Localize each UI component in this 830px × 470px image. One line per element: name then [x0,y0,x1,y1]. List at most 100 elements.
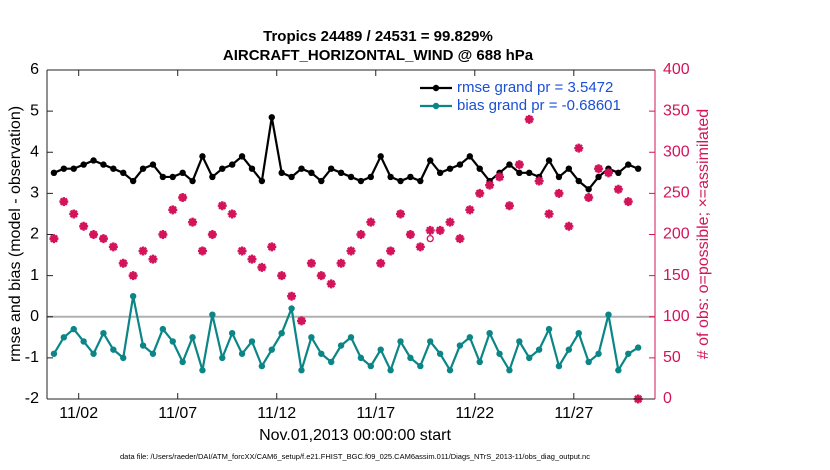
y-tick-label: -1 [25,349,39,366]
point-marker [110,165,117,172]
asterisk-marker [475,188,485,198]
asterisk-marker [217,201,227,211]
asterisk-marker [524,114,534,124]
point-marker [288,173,295,181]
x-tick-label: 11/22 [455,405,494,422]
point-marker [258,362,266,370]
point-marker [278,169,285,177]
point-marker [70,325,77,333]
point-marker [189,177,196,185]
point-marker [80,338,87,345]
point-marker [100,161,107,168]
point-marker [417,177,424,185]
asterisk-marker [237,246,247,256]
point-marker [397,177,404,185]
point-marker [555,173,563,181]
point-marker [456,161,464,168]
asterisk-marker [346,246,356,256]
point-marker [129,177,137,185]
x-tick-label: 11/02 [59,405,98,422]
y-tick-label: 3 [30,185,39,202]
asterisk-marker [465,205,475,215]
asterisk-marker [197,246,207,256]
point-marker [179,358,186,366]
point-marker [347,173,355,181]
asterisk-marker [376,258,386,268]
point-marker [228,330,236,337]
point-marker [575,330,582,337]
y2-tick-label: 150 [663,267,690,284]
point-marker [110,346,117,353]
point-marker [427,157,434,164]
point-marker [209,311,216,318]
chart-title: Tropics 24489 / 24531 = 99.829% [263,28,493,45]
footnote: data file: /Users/raeder/DAI/ATM_forcXX/… [120,452,590,461]
chart-subtitle: AIRCRAFT_HORIZONTAL_WIND @ 688 hPa [223,47,534,64]
asterisk-marker [247,254,257,264]
point-marker [337,169,345,177]
point-marker [159,325,167,333]
point-marker [308,334,315,341]
point-marker [367,173,375,181]
y2-tick-label: 300 [663,143,690,160]
asterisk-marker [623,197,633,207]
asterisk-marker [128,271,138,281]
point-marker [565,165,573,172]
point-marker [377,153,384,160]
point-marker [90,157,97,164]
point-marker [575,177,582,185]
point-marker [367,362,375,370]
asterisk-marker [89,230,99,239]
point-marker [120,354,127,362]
asterisk-marker [514,160,524,170]
point-marker [446,367,454,374]
asterisk-marker [603,168,613,178]
point-marker [179,169,186,177]
asterisk-marker [306,258,316,268]
asterisk-marker [178,192,188,202]
point-marker [595,173,602,181]
point-marker [456,342,464,349]
point-marker [149,350,157,357]
point-marker [120,169,127,177]
point-marker [555,362,563,370]
y2-tick-label: 350 [663,102,690,119]
asterisk-marker [257,262,267,272]
point-marker [219,165,226,172]
point-marker [585,186,592,193]
point-marker [238,350,246,357]
asterisk-marker [495,172,505,182]
legend-label: bias grand pr = -0.68601 [457,97,621,114]
asterisk-marker [59,197,69,207]
asterisk-marker [138,246,148,256]
point-marker [446,165,454,172]
point-marker [615,169,622,177]
asterisk-marker [504,201,514,211]
asterisk-marker [396,209,406,219]
point-marker [625,350,632,357]
asterisk-marker [594,164,604,174]
point-marker [357,177,365,185]
point-marker [159,173,167,181]
asterisk-marker [148,254,158,264]
point-marker [288,305,295,312]
point-marker [506,161,513,168]
point-marker [535,346,543,353]
point-marker [476,358,483,366]
asterisk-marker [227,209,237,219]
asterisk-marker [386,246,396,256]
point-marker [60,165,68,172]
point-marker [268,346,275,353]
point-marker [60,334,68,341]
y-axis-label: rmse and bias (model - observation) [7,106,24,362]
point-marker [199,367,206,374]
point-marker [298,165,305,172]
asterisk-marker [485,180,495,190]
point-marker [238,153,246,160]
asterisk-marker [356,230,366,239]
point-marker [605,311,612,318]
point-marker [199,153,206,160]
point-marker [100,330,107,337]
point-marker [248,338,256,345]
legend-marker [432,102,440,110]
